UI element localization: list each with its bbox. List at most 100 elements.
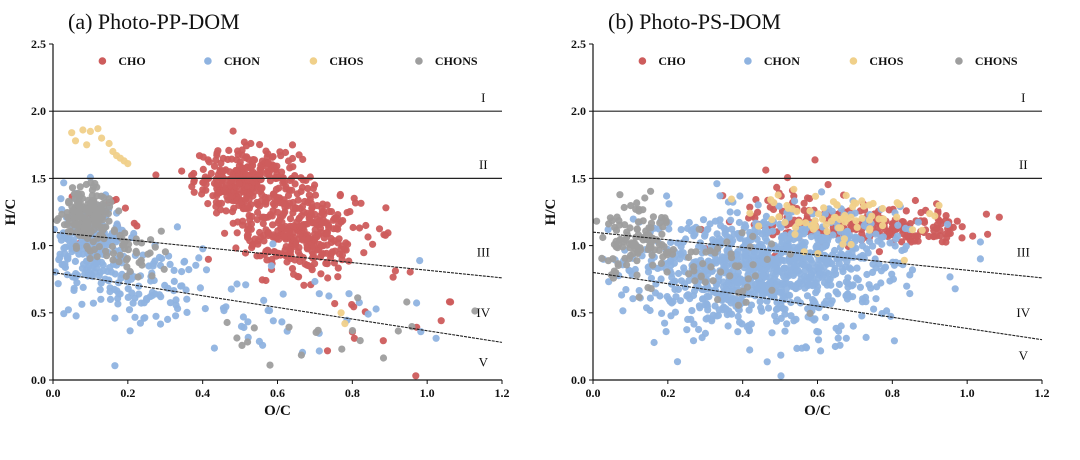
panel-b-chos-point [875,215,883,223]
panel-a-chon-point [148,292,156,300]
panel-b-chon-point [844,274,852,282]
panel-a-chons-point [122,256,131,264]
panel-b-chon-point [699,295,707,303]
panel-a-cho-point [188,171,196,180]
panel-a-cho-point [298,202,307,211]
panel-b-chon-point [778,288,786,296]
panel-b-chos-point [767,196,775,204]
panel-b-chon-point [844,290,852,298]
panel-b-chons-point [623,261,631,269]
panel-a-cho-point [225,146,233,154]
panel-a-chos-point [71,137,80,145]
panel-b-chons-point [692,248,700,256]
panel-b-chos-point [811,217,819,225]
panel-b-chons-point [806,309,814,317]
panel-b-series-chons [593,187,814,317]
panel-a-chon-point [269,317,277,325]
panel-a-cho-point [389,273,397,281]
panel-a-cho-point [349,223,357,232]
panel-b-cho-point [958,234,966,242]
panel-a-x-tick-label: 0.0 [46,386,61,400]
panel-a-cho-point [241,249,250,257]
panel-a-legend-label-chon: CHON [224,54,260,68]
panel-b-chon-point [736,318,744,326]
panel-a-cho-point [228,192,236,200]
panel-b-chon-point [668,280,676,288]
panel-b-cho-point [911,196,920,205]
panel-a-chons-point [144,250,152,258]
panel-b-chon-point [886,277,894,285]
panel-b-chos-point [926,210,934,218]
panel-a-chon-point [78,300,86,308]
panel-a-cho-point [202,186,210,194]
panel-a-cho-point [121,204,129,212]
panel-b-chon-point [618,291,626,299]
panel-b-chon-point [856,253,864,261]
panel-b-chos-point [842,191,850,200]
panel-a-chon-point [97,279,105,287]
panel-a-chon-point [183,295,191,303]
panel-a-cho-point [235,169,243,178]
panel-a-chon-point [99,261,107,269]
panel-a-cho-point [204,200,212,208]
panel-b-chon-point [656,292,664,300]
panel-b-chon-point [745,326,753,334]
panel-a-cho-point [219,174,227,182]
panel-b-chon-point [734,312,742,321]
panel-a-chon-point [432,334,440,342]
panel-b-chos-point [833,201,841,209]
panel-a-cho-point [317,270,325,278]
panel-b-chos-point [775,213,783,221]
panel-b-chon-point [646,306,654,315]
panel-b-chon-point [777,249,785,257]
panel-b-chon-point [722,305,730,313]
panel-a-cho-point [445,298,454,306]
panel-b-chon-point [828,207,836,215]
panel-b-chon-point [831,264,839,273]
panel-b-y-tick-label: 1.5 [571,171,586,185]
panel-a-region-label-iv: IV [476,305,490,320]
panel-a-chons-point [81,232,89,240]
panel-a-reference-line-iii [52,231,503,279]
panel-a-chons-point [348,327,357,335]
panel-a-cho-point [406,268,414,276]
panel-a-chon-point [61,250,69,258]
panel-b-chons-point [649,261,657,269]
panel-b-x-tick-label: 0.0 [586,386,601,400]
panel-b-chon-point [773,278,782,286]
panel-b-chons-point [727,254,736,262]
panel-a-chons-point [72,244,81,252]
panel-a-cho-point [222,182,230,190]
panel-a-cho-point [243,205,251,213]
panel-a-chons-point [314,326,322,334]
panel-b-chons-point [717,268,725,276]
panel-a-chons-point [122,272,130,280]
panel-a-chon-point [141,314,149,322]
panel-b-chon-point [761,225,770,233]
panel-b-chon-point [801,266,809,275]
panel-a-cho-point [152,171,160,179]
panel-b-chons-point [749,261,757,269]
panel-a-chons-point [266,361,274,369]
panel-a-cho-point [346,208,354,216]
panel-b-chon-point [754,201,762,209]
panel-b-cho-point [982,210,991,218]
panel-b-chon-point [786,291,794,299]
panel-b-chons-point [735,289,743,297]
panel-b-region-label-iv: IV [1016,305,1030,320]
panel-b-chon-point [667,238,675,247]
panel-b-chon-point [647,274,656,282]
panel-b-chos-point [865,216,874,224]
panel-a-chon-point [201,305,209,313]
panel-b-cho-point [969,232,977,240]
panel-a-chon-point [129,299,137,307]
panel-a-chons-point [104,210,112,218]
panel-b-chon-point [786,257,794,265]
panel-a-cho-point [221,229,229,237]
panel-a-chons-point [91,221,100,229]
panel-b-chon-point [839,268,847,276]
panel-b-chon-point [759,281,767,289]
panel-b-chon-point [898,246,906,255]
panel-a-cho-point [317,242,325,251]
panel-b-chons-point [593,217,601,225]
